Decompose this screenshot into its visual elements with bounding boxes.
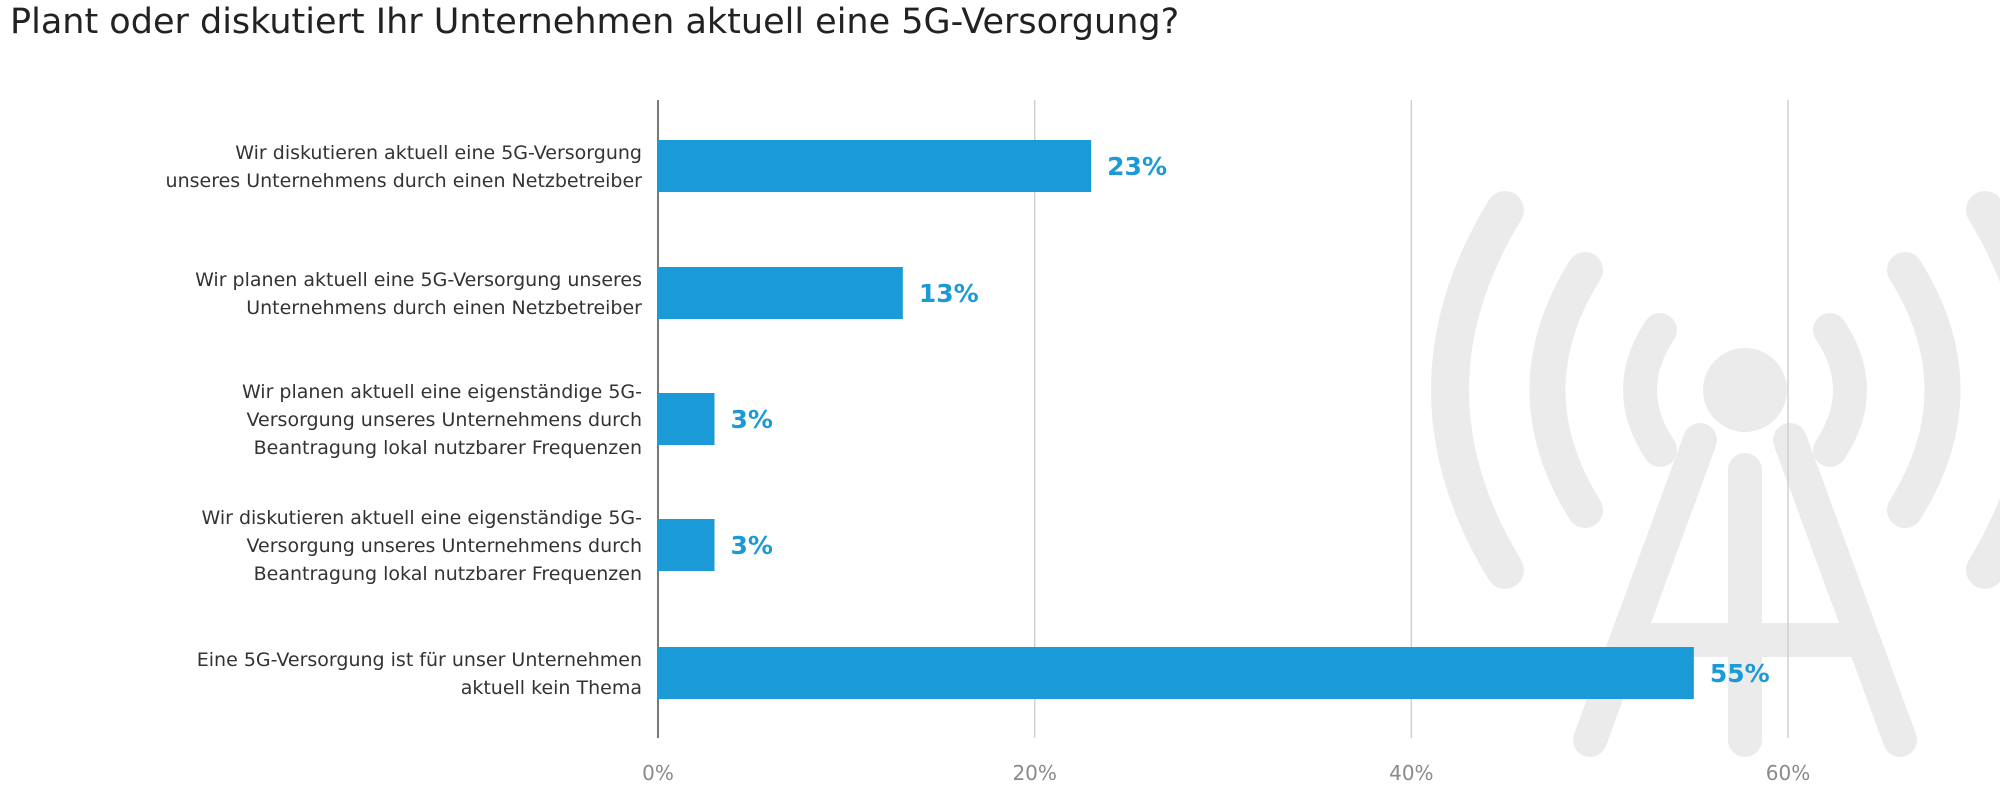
x-tick-label: 40%: [1389, 761, 1433, 785]
data-label: 3%: [731, 531, 773, 560]
category-label: Wir planen aktuell eine eigenständige 5G…: [242, 381, 642, 403]
bar: [658, 519, 715, 571]
bar: [658, 393, 715, 445]
bar: [658, 647, 1694, 699]
category-labels: Wir diskutieren aktuell eine 5G-Versorgu…: [166, 142, 643, 699]
x-tick-label: 20%: [1012, 761, 1056, 785]
category-label: Wir diskutieren aktuell eine eigenständi…: [201, 507, 642, 529]
data-label: 13%: [919, 279, 979, 308]
category-label: Versorgung unseres Unternehmens durch: [247, 409, 642, 431]
category-label: unseres Unternehmens durch einen Netzbet…: [166, 170, 643, 192]
category-label: Versorgung unseres Unternehmens durch: [247, 535, 642, 557]
x-tick-label: 0%: [642, 761, 674, 785]
chart-title: Plant oder diskutiert Ihr Unternehmen ak…: [10, 2, 1180, 42]
value-labels: 23% 13% 3% 3% 55%: [731, 152, 1770, 688]
category-label: Wir diskutieren aktuell eine 5G-Versorgu…: [235, 142, 642, 164]
x-axis: 0% 20% 40% 60%: [642, 761, 1810, 785]
data-label: 23%: [1107, 152, 1167, 181]
bar: [658, 140, 1092, 192]
category-label: aktuell kein Thema: [461, 677, 642, 699]
category-label: Eine 5G-Versorgung ist für unser Unterne…: [197, 649, 642, 671]
category-label: Beantragung lokal nutzbarer Frequenzen: [254, 437, 642, 459]
data-label: 55%: [1710, 659, 1770, 688]
category-label: Beantragung lokal nutzbarer Frequenzen: [254, 563, 642, 585]
category-label: Unternehmens durch einen Netzbetreiber: [246, 297, 642, 319]
category-label: Wir planen aktuell eine 5G-Versorgung un…: [195, 269, 642, 291]
bar: [658, 267, 903, 319]
data-label: 3%: [731, 405, 773, 434]
bars: [658, 140, 1694, 699]
antenna-tower-icon: [1431, 191, 2000, 757]
x-tick-label: 60%: [1766, 761, 1810, 785]
